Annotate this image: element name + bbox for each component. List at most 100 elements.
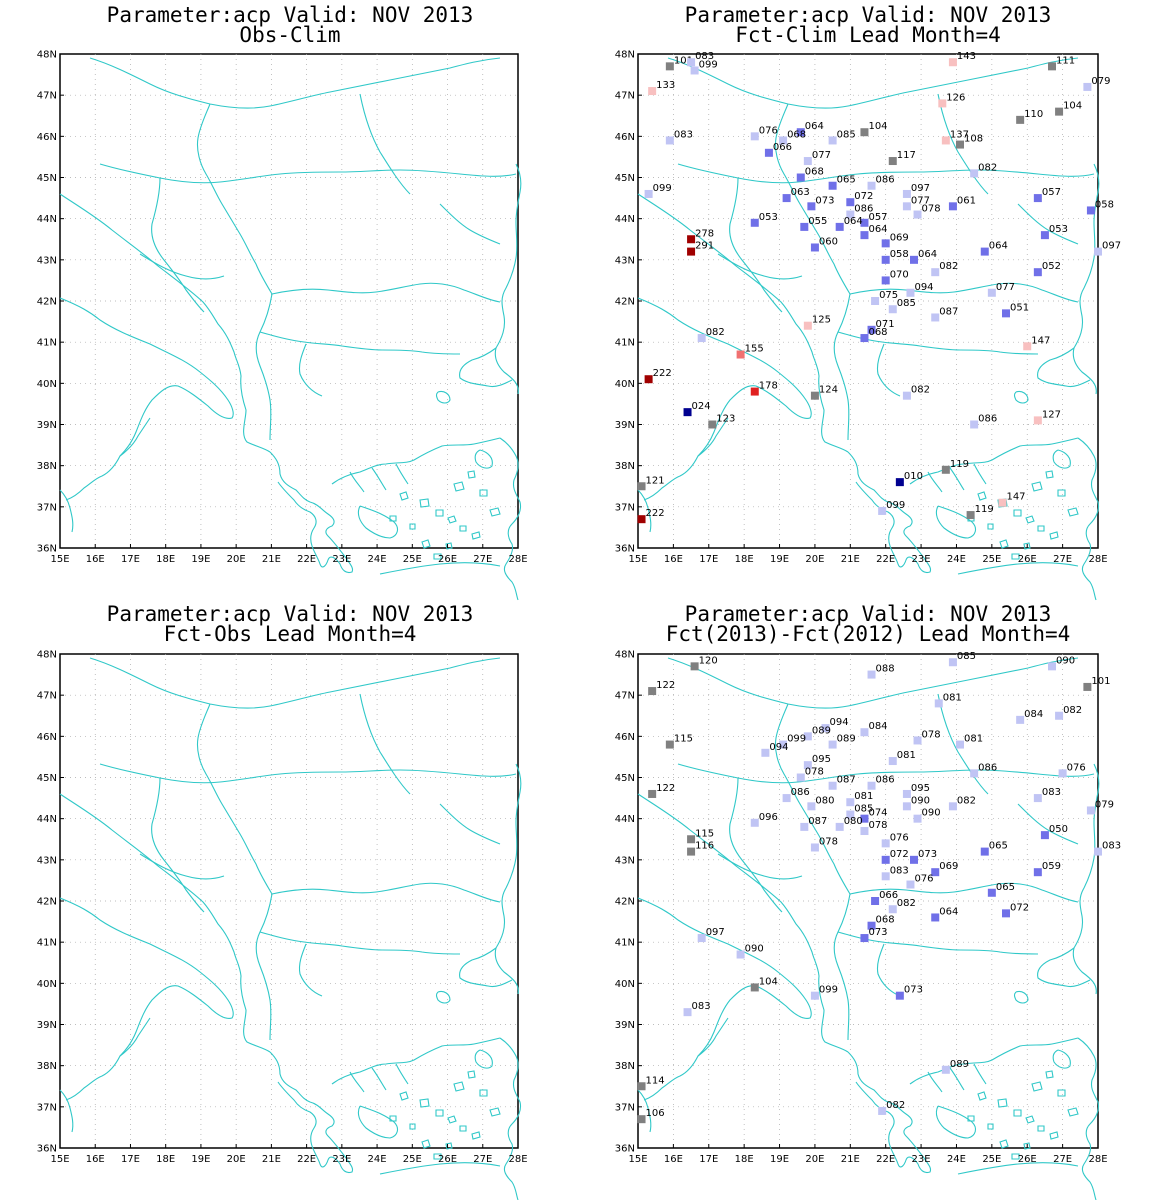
station-square — [867, 325, 876, 334]
x-tick-label: 26E — [438, 554, 457, 565]
y-tick-label: 39N — [37, 1020, 57, 1031]
station-square — [810, 391, 819, 400]
station-square — [860, 934, 869, 943]
station-value-label: 090 — [911, 795, 930, 806]
station-marker: 077 — [987, 282, 1015, 297]
station-marker: 053 — [750, 212, 778, 227]
station-value-label: 079 — [1095, 799, 1114, 810]
panel-4: Parameter:acp Valid: NOV 2013 Fct(2013)-… — [615, 602, 1121, 1200]
station-marker: 120 — [690, 655, 718, 671]
station-marker: 124 — [810, 385, 838, 400]
panel-2-grid — [638, 54, 1098, 548]
station-value-label: 064 — [939, 906, 958, 917]
x-tick-label: 15E — [628, 1154, 647, 1165]
station-square — [697, 334, 706, 343]
station-marker: 065 — [828, 175, 856, 190]
station-marker: 095 — [902, 783, 930, 798]
station-value-label: 081 — [943, 692, 962, 703]
y-tick-label: 44N — [37, 814, 57, 825]
station-value-label: 104 — [1063, 101, 1082, 112]
station-marker: 097 — [697, 927, 725, 943]
station-value-label: 082 — [706, 327, 725, 338]
station-square — [1033, 868, 1042, 877]
station-square — [956, 140, 964, 149]
station-marker: 074 — [860, 808, 888, 823]
station-value-label: 081 — [854, 791, 873, 802]
station-value-label: 050 — [1049, 824, 1068, 835]
x-tick-label: 17E — [699, 1154, 718, 1165]
station-marker: 068 — [867, 915, 895, 930]
station-marker: 063 — [782, 187, 810, 203]
station-marker: 121 — [637, 475, 665, 491]
panel-3-title: Parameter:acp Valid: NOV 2013 — [107, 602, 474, 626]
x-tick-label: 17E — [121, 554, 140, 565]
station-marker: 090 — [1048, 655, 1075, 671]
station-square — [910, 255, 918, 264]
station-marker: 082 — [888, 898, 916, 914]
y-tick-label: 42N — [615, 297, 635, 308]
station-square — [987, 288, 996, 297]
x-tick-label: 25E — [403, 554, 422, 565]
station-marker: 085 — [948, 651, 976, 667]
station-value-label: 081 — [964, 734, 983, 745]
station-square — [807, 202, 816, 211]
station-square — [803, 157, 812, 166]
y-tick-label: 48N — [37, 50, 57, 61]
station-value-label: 082 — [886, 1100, 905, 1111]
y-tick-label: 37N — [37, 502, 57, 513]
station-value-label: 114 — [646, 1075, 665, 1086]
y-tick-label: 44N — [37, 214, 57, 225]
station-square — [683, 408, 692, 417]
x-tick-label: 18E — [735, 1154, 754, 1165]
station-square — [803, 761, 812, 770]
station-value-label: 060 — [819, 236, 838, 247]
panel-3-x-ticks: 15E 16E 17E 18E 19E 20E 21E 22E 23E 24E 25E 26E 27E 2… — [50, 1144, 528, 1165]
x-tick-label: 19E — [191, 1154, 210, 1165]
y-tick-label: 43N — [37, 255, 57, 266]
station-marker: 106 — [637, 1108, 665, 1124]
station-square — [810, 243, 819, 252]
x-tick-label: 28E — [508, 1154, 527, 1165]
station-square — [687, 58, 696, 67]
panel-3: Parameter:acp Valid: NOV 2013 Fct-Obs Le… — [37, 602, 528, 1200]
station-marker: 079 — [1086, 799, 1114, 815]
x-tick-label: 27E — [1053, 1154, 1072, 1165]
station-marker: 083 — [1033, 787, 1061, 803]
station-value-label: 133 — [656, 80, 675, 91]
station-square — [687, 235, 696, 244]
station-square — [1086, 806, 1095, 815]
station-square — [881, 872, 890, 881]
y-tick-label: 38N — [37, 461, 57, 472]
station-marker: 094 — [821, 717, 849, 733]
station-value-label: 126 — [946, 92, 965, 103]
station-marker: 101 — [1083, 676, 1110, 691]
station-value-label: 082 — [957, 795, 976, 806]
station-square — [1016, 115, 1025, 124]
y-tick-label: 37N — [37, 1102, 57, 1113]
station-value-label: 094 — [769, 742, 788, 753]
station-marker: 068 — [860, 327, 888, 343]
x-tick-label: 21E — [262, 1154, 281, 1165]
station-square — [913, 814, 922, 823]
station-square — [1033, 794, 1042, 803]
station-value-label: 085 — [854, 804, 873, 815]
station-marker: 278 — [687, 228, 714, 244]
station-square — [846, 798, 855, 807]
station-marker: 061 — [948, 195, 976, 211]
station-square — [761, 748, 770, 757]
station-square — [687, 835, 696, 844]
station-square — [906, 880, 915, 889]
station-square — [828, 136, 837, 145]
y-tick-label: 36N — [37, 544, 57, 555]
station-square — [931, 268, 940, 277]
station-marker: 085 — [828, 129, 856, 145]
station-marker: 085 — [846, 804, 873, 819]
station-square — [948, 202, 957, 211]
station-value-label: 117 — [897, 150, 916, 161]
station-square — [782, 794, 791, 803]
station-value-label: 058 — [1095, 199, 1114, 210]
station-value-label: 082 — [1063, 705, 1082, 716]
station-square — [888, 305, 897, 314]
panel-1-title: Parameter:acp Valid: NOV 2013 — [107, 3, 474, 27]
